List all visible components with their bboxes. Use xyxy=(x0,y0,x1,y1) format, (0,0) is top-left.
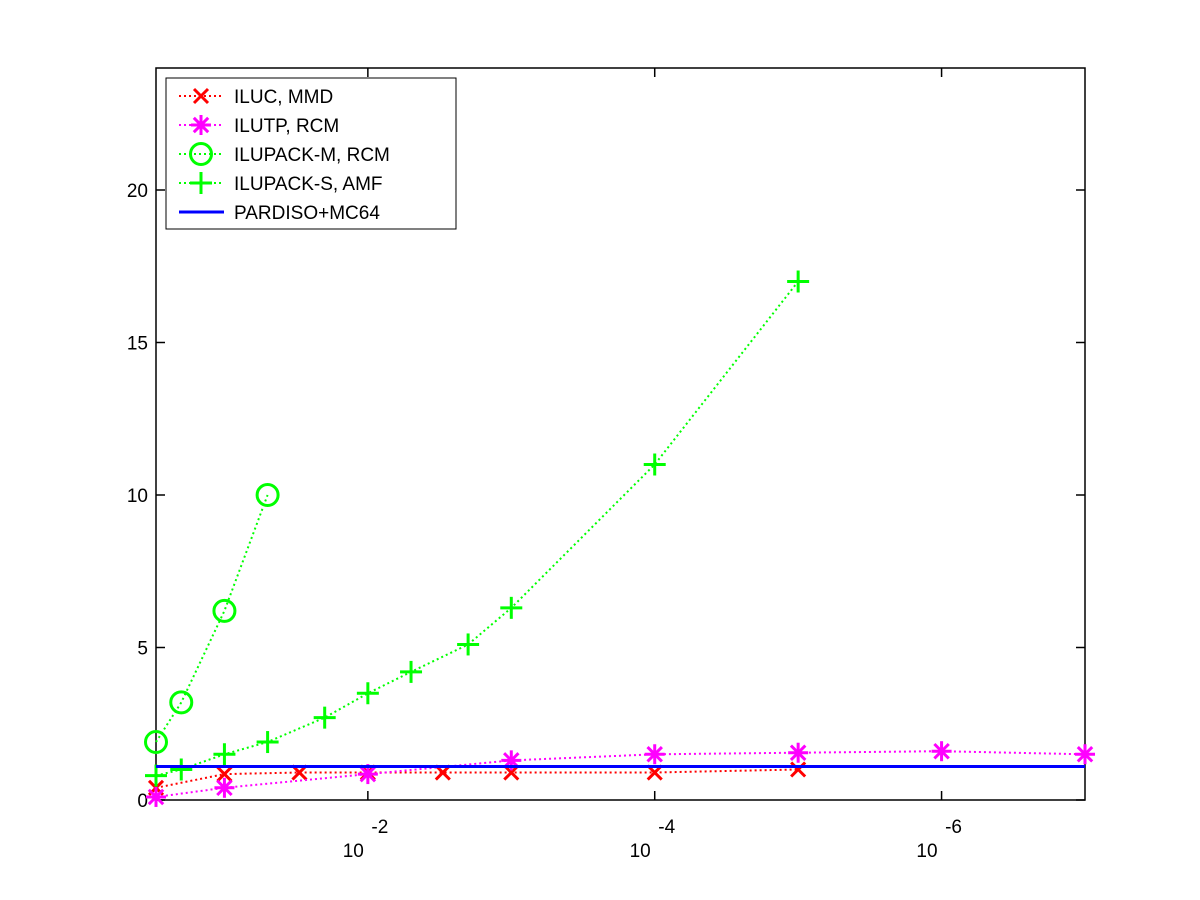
legend: ILUC, MMD ILUTP, RCM ILUPACK-M, RCM ILUPACK… xyxy=(165,77,457,230)
circle-marker xyxy=(255,483,280,507)
x-tick-label-exponent: -2 xyxy=(371,817,388,838)
plus-marker xyxy=(313,706,336,729)
y-tick-label: 20 xyxy=(127,181,148,202)
plus-marker xyxy=(213,743,236,766)
asterisk-marker xyxy=(788,742,809,763)
legend-entry: ILUPACK-M, RCM xyxy=(179,142,390,166)
plus-marker xyxy=(356,682,379,705)
plus-marker xyxy=(400,660,423,683)
legend-entry: ILUPACK-S, AMF xyxy=(179,172,383,195)
legend-label: ILUPACK-M, RCM xyxy=(234,145,390,166)
x-tick-label-base: 10 xyxy=(916,841,937,862)
plus-marker xyxy=(643,453,666,476)
asterisk-marker xyxy=(644,744,665,765)
series-1 xyxy=(146,741,1095,807)
circle-marker xyxy=(144,730,168,755)
asterisk-marker xyxy=(146,786,166,807)
circle-marker xyxy=(169,690,194,715)
plus-marker xyxy=(457,633,480,656)
x-marker xyxy=(790,761,807,778)
series-layer xyxy=(144,270,1095,807)
y-tick-label: 0 xyxy=(137,791,148,812)
y-axis: 0 5 10 15 20 xyxy=(127,181,1085,812)
asterisk-marker xyxy=(214,777,235,798)
series-line xyxy=(155,280,799,777)
series-3 xyxy=(145,270,810,787)
legend-entry: ILUTP, RCM xyxy=(179,115,339,137)
legend-label: PARDISO+MC64 xyxy=(234,203,380,224)
x-tick-label-exponent: -6 xyxy=(945,817,962,838)
legend-x-marker xyxy=(192,87,210,105)
y-tick-label: 10 xyxy=(127,486,148,507)
x-axis: 10 -2 10 -4 10 -6 xyxy=(343,68,962,862)
legend-plus-marker xyxy=(190,172,212,194)
x-tick-label-base: 10 xyxy=(630,841,651,862)
series-2 xyxy=(144,483,280,755)
plus-marker xyxy=(145,764,167,787)
x-marker xyxy=(216,766,233,783)
plus-marker xyxy=(256,731,279,754)
legend-label: ILUPACK-S, AMF xyxy=(234,174,383,195)
legend-label: ILUC, MMD xyxy=(234,87,333,108)
legend-entry: PARDISO+MC64 xyxy=(179,203,380,224)
plus-marker xyxy=(500,596,523,619)
y-tick-label: 5 xyxy=(137,639,148,660)
circle-marker xyxy=(212,598,237,623)
y-tick-label: 15 xyxy=(127,334,148,355)
x-tick-label-exponent: -4 xyxy=(658,817,675,838)
asterisk-marker xyxy=(1075,744,1095,765)
legend-asterisk-marker xyxy=(191,115,211,135)
plus-marker xyxy=(787,270,810,293)
legend-circle-marker xyxy=(189,142,213,166)
legend-label: ILUTP, RCM xyxy=(234,116,339,137)
series-line xyxy=(155,768,799,789)
x-tick-label-base: 10 xyxy=(343,841,364,862)
asterisk-marker xyxy=(931,741,952,762)
plus-marker xyxy=(170,758,193,781)
legend-entry: ILUC, MMD xyxy=(179,87,333,108)
